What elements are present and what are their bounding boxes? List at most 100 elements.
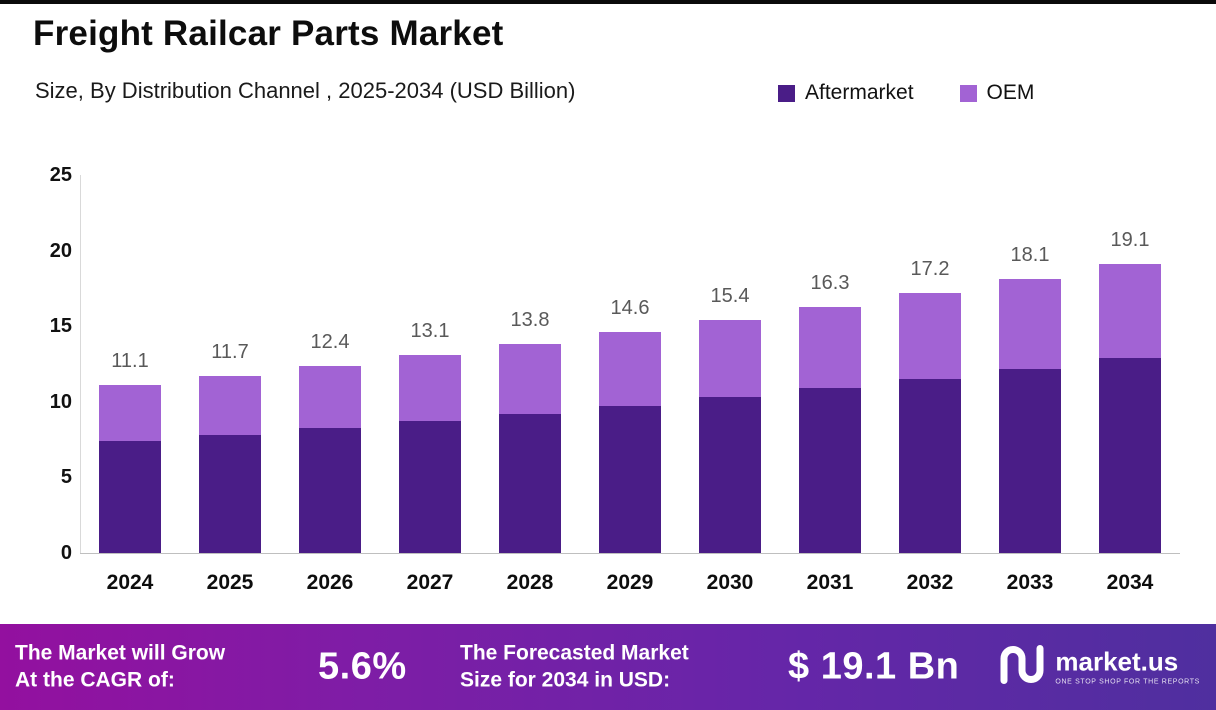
bar-segment-oem-2027 [399, 354, 461, 422]
bar-segment-oem-2033 [999, 279, 1061, 369]
brand-logo: market.us ONE STOP SHOP FOR THE REPORTS [999, 645, 1200, 690]
y-axis-tick-20: 20 [49, 239, 72, 262]
bar-segment-oem-2028 [499, 344, 561, 414]
legend-item-aftermarket: Aftermarket [778, 81, 914, 105]
legend-label-oem: OEM [986, 81, 1035, 104]
bar-segment-aftermarket-2031 [799, 388, 861, 553]
stacked-bar-2033 [999, 279, 1061, 553]
stacked-bar-2030 [699, 320, 761, 553]
x-axis-label-2030: 2030 [706, 571, 754, 594]
cagr-label-line2: At the CAGR of: [15, 669, 175, 692]
stacked-bar-2027 [399, 354, 461, 553]
x-axis-label-2033: 2033 [1006, 571, 1054, 594]
bar-total-label-2026: 12.4 [310, 330, 350, 353]
bar-group-2027: 13.1 2027 [380, 175, 480, 599]
stacked-bar-chart: 11.1 2024 11.7 2025 12.4 2026 13.1 2027 13.8 2028… [80, 175, 1180, 599]
bar-group-2025: 11.7 2025 [180, 175, 280, 599]
bar-segment-aftermarket-2027 [399, 421, 461, 553]
x-axis-label-2028: 2028 [506, 571, 554, 594]
brand-name: market.us [1055, 646, 1179, 677]
bar-segment-oem-2030 [699, 320, 761, 398]
x-axis-label-2032: 2032 [906, 571, 954, 594]
x-axis-label-2025: 2025 [206, 571, 254, 594]
bar-total-label-2032: 17.2 [910, 257, 950, 280]
y-axis-tick-0: 0 [60, 542, 72, 564]
legend-swatch-oem [959, 84, 977, 102]
forecast-value: $ 19.1 Bn [788, 645, 960, 688]
stacked-bar-2034 [1099, 264, 1161, 553]
legend-item-oem: OEM [959, 81, 1035, 105]
y-axis-line [80, 175, 81, 553]
bar-total-label-2033: 18.1 [1010, 244, 1050, 267]
page-title: Freight Railcar Parts Market [33, 14, 504, 53]
bar-segment-aftermarket-2034 [1099, 357, 1161, 553]
bar-segment-aftermarket-2026 [299, 427, 361, 553]
bar-segment-oem-2029 [599, 332, 661, 407]
bar-segment-aftermarket-2030 [699, 397, 761, 553]
bar-group-2028: 13.8 2028 [480, 175, 580, 599]
legend-label-aftermarket: Aftermarket [805, 81, 914, 104]
bar-segment-oem-2034 [1099, 264, 1161, 358]
cagr-label: The Market will Grow At the CAGR of: [15, 640, 225, 695]
forecast-label-line1: The Forecasted Market [460, 641, 689, 665]
stacked-bar-2031 [799, 306, 861, 553]
chart-subtitle: Size, By Distribution Channel , 2025-203… [35, 78, 576, 103]
stacked-bar-2024 [99, 385, 161, 553]
brand-text: market.us ONE STOP SHOP FOR THE REPORTS [1055, 646, 1200, 686]
bar-total-label-2029: 14.6 [610, 297, 650, 320]
bar-segment-aftermarket-2028 [499, 413, 561, 553]
x-axis-label-2027: 2027 [406, 571, 454, 594]
bar-segment-aftermarket-2033 [999, 368, 1061, 553]
bar-group-2024: 11.1 2024 [80, 175, 180, 599]
bar-total-label-2034: 19.1 [1110, 229, 1150, 252]
legend: Aftermarket OEM [778, 81, 1034, 105]
bar-group-2031: 16.3 2031 [780, 175, 880, 599]
bar-total-label-2031: 16.3 [810, 271, 850, 294]
cagr-value: 5.6% [318, 645, 407, 688]
cagr-label-line1: The Market will Grow [15, 641, 226, 665]
bar-total-label-2024: 11.1 [111, 350, 149, 373]
bar-group-2032: 17.2 2032 [880, 175, 980, 599]
y-axis-tick-10: 10 [49, 390, 72, 413]
bar-group-2033: 18.1 2033 [980, 175, 1080, 599]
y-axis-tick-15: 15 [49, 315, 72, 338]
y-axis-tick-25: 25 [49, 164, 72, 186]
stacked-bar-2028 [499, 344, 561, 553]
brand-tagline: ONE STOP SHOP FOR THE REPORTS [1055, 678, 1200, 686]
bar-segment-oem-2026 [299, 365, 361, 428]
bar-segment-oem-2024 [99, 385, 161, 442]
bar-segment-aftermarket-2024 [99, 441, 161, 553]
forecast-label-line2: Size for 2034 in USD: [460, 669, 671, 692]
marketus-logo-icon [999, 645, 1045, 690]
bar-group-2029: 14.6 2029 [580, 175, 680, 599]
bar-total-label-2028: 13.8 [510, 309, 550, 332]
x-axis-baseline [80, 553, 1180, 554]
bar-total-label-2030: 15.4 [710, 285, 750, 308]
x-axis-label-2031: 2031 [806, 571, 854, 594]
x-axis-label-2026: 2026 [306, 571, 354, 594]
bar-group-2034: 19.1 2034 [1080, 175, 1180, 599]
x-axis-label-2024: 2024 [106, 571, 154, 594]
legend-swatch-aftermarket [778, 84, 795, 102]
stacked-bar-2032 [899, 292, 961, 553]
x-axis-label-2034: 2034 [1106, 571, 1154, 594]
stacked-bar-2026 [299, 365, 361, 553]
bar-segment-aftermarket-2032 [899, 379, 961, 553]
x-axis-label-2029: 2029 [606, 571, 654, 594]
stacked-bar-2029 [599, 332, 661, 553]
bar-total-label-2027: 13.1 [410, 319, 450, 342]
bar-segment-oem-2031 [799, 306, 861, 389]
stacked-bar-2025 [199, 376, 261, 553]
bar-group-2030: 15.4 2030 [680, 175, 780, 599]
forecast-label: The Forecasted Market Size for 2034 in U… [460, 640, 689, 695]
bar-group-2026: 12.4 2026 [280, 175, 380, 599]
y-axis: 0 5 10 15 20 25 [24, 164, 72, 564]
bar-segment-oem-2025 [199, 376, 261, 436]
bar-segment-aftermarket-2029 [599, 406, 661, 553]
bar-segment-aftermarket-2025 [199, 435, 261, 553]
bar-total-label-2025: 11.7 [211, 341, 249, 364]
y-axis-tick-5: 5 [60, 466, 72, 489]
bar-segment-oem-2032 [899, 292, 961, 380]
footer-banner: The Market will Grow At the CAGR of: 5.6… [0, 624, 1216, 710]
